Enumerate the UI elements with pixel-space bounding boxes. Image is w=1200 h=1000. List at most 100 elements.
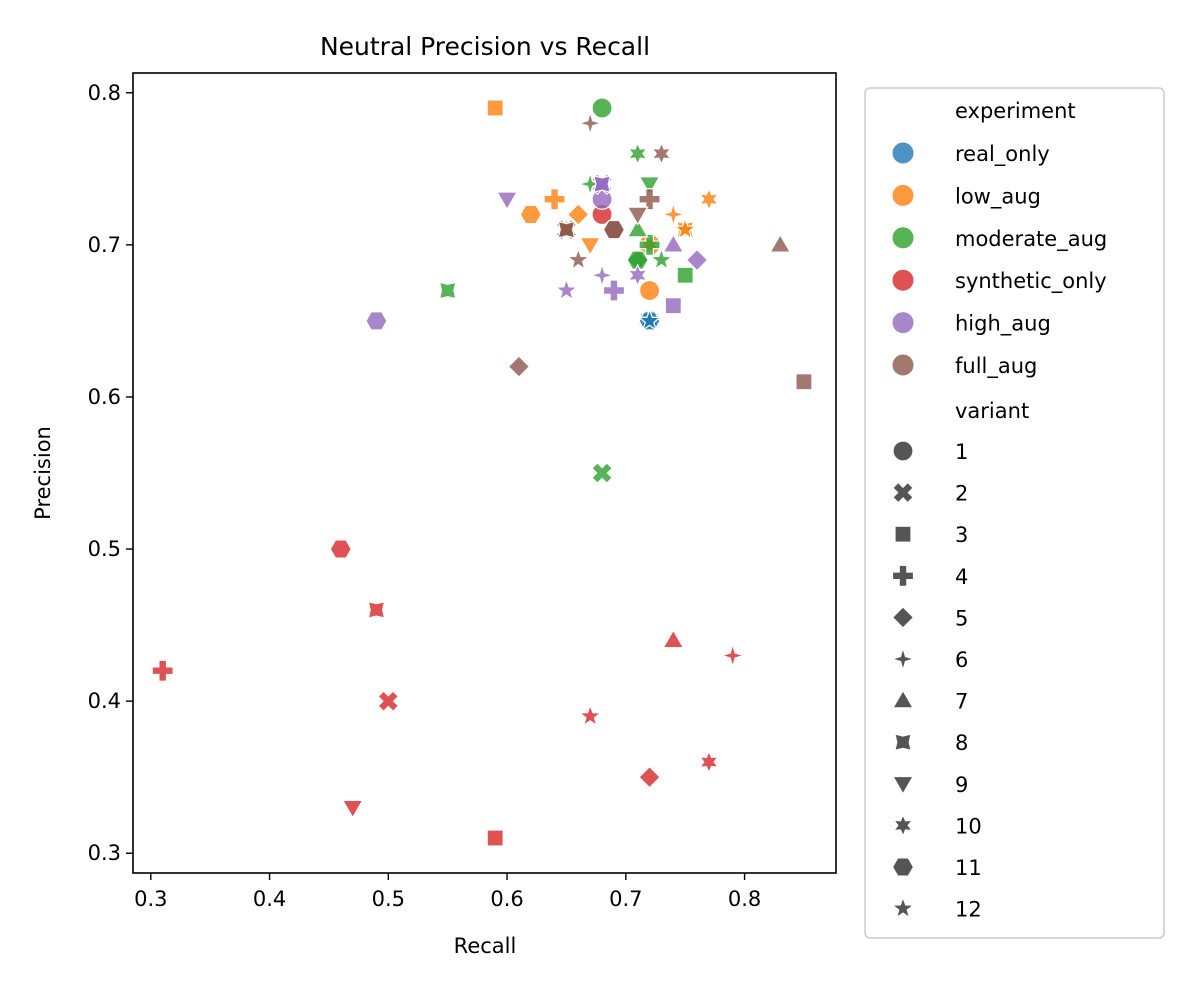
legend-label-high_aug: high_aug bbox=[955, 312, 1051, 337]
point-moderate_aug-variant-10 bbox=[627, 141, 649, 166]
point-low_aug-variant-10 bbox=[698, 187, 720, 212]
x-tick-label: 0.6 bbox=[490, 887, 523, 911]
legend-swatch-high_aug bbox=[891, 311, 915, 335]
legend-label-real_only: real_only bbox=[955, 142, 1050, 167]
point-synthetic_only-variant-11 bbox=[329, 539, 353, 559]
point-synthetic_only-variant-3 bbox=[486, 829, 504, 847]
y-tick-label: 0.8 bbox=[88, 81, 121, 105]
point-full_aug-variant-6 bbox=[577, 110, 604, 137]
point-high_aug-variant-6 bbox=[588, 262, 616, 289]
y-tick-label: 0.3 bbox=[88, 841, 121, 865]
point-synthetic_only-variant-5 bbox=[638, 765, 661, 789]
point-moderate_aug-variant-1 bbox=[591, 97, 613, 119]
point-low_aug-variant-4 bbox=[543, 188, 566, 211]
point-low_aug-variant-3 bbox=[486, 99, 504, 117]
point-full_aug-variant-8 bbox=[557, 220, 576, 239]
plot-area bbox=[151, 97, 813, 847]
point-synthetic_only-variant-4 bbox=[151, 659, 174, 682]
legend-label-low_aug: low_aug bbox=[955, 184, 1041, 209]
point-moderate_aug-variant-9 bbox=[638, 176, 661, 196]
point-moderate_aug-variant-12 bbox=[649, 247, 674, 271]
x-axis-label: Recall bbox=[454, 934, 517, 958]
legend-label-variant-7: 7 bbox=[955, 690, 968, 714]
point-synthetic_only-variant-7 bbox=[662, 629, 685, 649]
point-synthetic_only-variant-10 bbox=[698, 749, 720, 774]
point-moderate_aug-variant-11 bbox=[626, 250, 649, 270]
point-moderate_aug-variant-7 bbox=[626, 218, 649, 238]
point-low_aug-variant-5 bbox=[566, 203, 590, 226]
legend-label-variant-12: 12 bbox=[955, 898, 982, 922]
point-high_aug-variant-12 bbox=[554, 277, 579, 301]
legend-experiment-entries: real_only low_aug moderate_aug synthetic_on… bbox=[891, 141, 1107, 379]
legend-swatch-real_only bbox=[891, 141, 915, 165]
legend-label-variant-4: 4 bbox=[955, 565, 968, 589]
legend-marker-variant-5 bbox=[891, 606, 915, 629]
legend-marker-variant-9 bbox=[892, 775, 914, 795]
legend-label-variant-8: 8 bbox=[955, 731, 968, 755]
point-low_aug-variant-1 bbox=[638, 279, 661, 302]
point-low_aug-variant-6 bbox=[660, 201, 687, 228]
legend-marker-variant-10 bbox=[892, 813, 914, 838]
legend-swatch-moderate_aug bbox=[891, 226, 915, 250]
point-synthetic_only-variant-8 bbox=[367, 600, 386, 619]
y-axis-ticks: 0.3 0.4 0.5 0.6 0.7 0.8 bbox=[88, 81, 133, 865]
point-full_aug-variant-10 bbox=[651, 141, 672, 166]
legend-marker-variant-4 bbox=[891, 564, 915, 587]
point-moderate_aug-variant-2 bbox=[591, 462, 614, 484]
legend-label-variant-2: 2 bbox=[955, 482, 968, 506]
legend-label-variant-10: 10 bbox=[955, 814, 982, 838]
point-full_aug-variant-12 bbox=[566, 247, 591, 271]
point-high_aug-variant-11 bbox=[365, 311, 388, 331]
point-synthetic_only-variant-2 bbox=[377, 690, 400, 713]
point-high_aug-variant-8 bbox=[593, 175, 611, 193]
legend-label-variant-1: 1 bbox=[955, 440, 968, 464]
point-moderate_aug-variant-4 bbox=[638, 233, 661, 256]
legend-label-moderate_aug: moderate_aug bbox=[955, 227, 1107, 252]
point-low_aug-variant-11 bbox=[519, 204, 543, 225]
legend-swatch-low_aug bbox=[891, 183, 915, 207]
point-full_aug-variant-4 bbox=[638, 188, 661, 211]
point-high_aug-variant-3 bbox=[664, 297, 682, 315]
point-synthetic_only-variant-6 bbox=[719, 642, 746, 669]
plot-frame bbox=[132, 72, 837, 874]
legend-marker-variant-2 bbox=[892, 481, 914, 504]
point-full_aug-variant-7 bbox=[769, 233, 792, 253]
legend-marker-variant-6 bbox=[889, 645, 917, 673]
point-full_aug-variant-5 bbox=[507, 355, 531, 378]
legend-label-variant-6: 6 bbox=[955, 648, 968, 672]
point-full_aug-variant-3 bbox=[795, 373, 813, 391]
chart-title: Neutral Precision vs Recall bbox=[320, 32, 650, 61]
y-tick-label: 0.4 bbox=[88, 689, 121, 713]
legend-style-title: variant bbox=[955, 399, 1029, 423]
legend-label-variant-9: 9 bbox=[955, 773, 968, 797]
x-tick-label: 0.7 bbox=[609, 887, 642, 911]
legend: experiment real_only low_aug moderate_augs… bbox=[864, 87, 1165, 939]
point-moderate_aug-variant-8 bbox=[438, 281, 457, 300]
point-synthetic_only-variant-9 bbox=[341, 799, 364, 819]
point-real_only-variant-12 bbox=[637, 308, 662, 332]
legend-marker-variant-8 bbox=[894, 733, 912, 752]
point-high_aug-variant-4 bbox=[602, 279, 626, 302]
point-low_aug-variant-12 bbox=[673, 216, 698, 240]
y-tick-label: 0.5 bbox=[88, 537, 121, 561]
point-moderate_aug-variant-3 bbox=[676, 266, 694, 284]
legend-swatch-synthetic_only bbox=[891, 268, 915, 292]
point-synthetic_only-variant-12 bbox=[578, 703, 603, 727]
legend-marker-variant-11 bbox=[891, 857, 915, 877]
x-axis-ticks: 0.3 0.4 0.5 0.6 0.7 0.8 bbox=[134, 873, 761, 911]
legend-hue-title: experiment bbox=[955, 99, 1076, 123]
point-low_aug-variant-9 bbox=[579, 237, 602, 257]
point-high_aug-variant-5 bbox=[685, 248, 709, 272]
legend-marker-variant-7 bbox=[892, 689, 914, 709]
y-tick-label: 0.6 bbox=[88, 385, 121, 409]
legend-label-variant-3: 3 bbox=[955, 523, 968, 547]
x-tick-label: 0.4 bbox=[253, 887, 286, 911]
point-high_aug-variant-10 bbox=[627, 263, 649, 288]
legend-label-variant-5: 5 bbox=[955, 606, 968, 630]
legend-label-variant-11: 11 bbox=[955, 856, 982, 880]
legend-label-full_aug: full_aug bbox=[955, 354, 1037, 379]
legend-frame bbox=[864, 87, 1165, 939]
point-full_aug-variant-9 bbox=[626, 206, 649, 226]
